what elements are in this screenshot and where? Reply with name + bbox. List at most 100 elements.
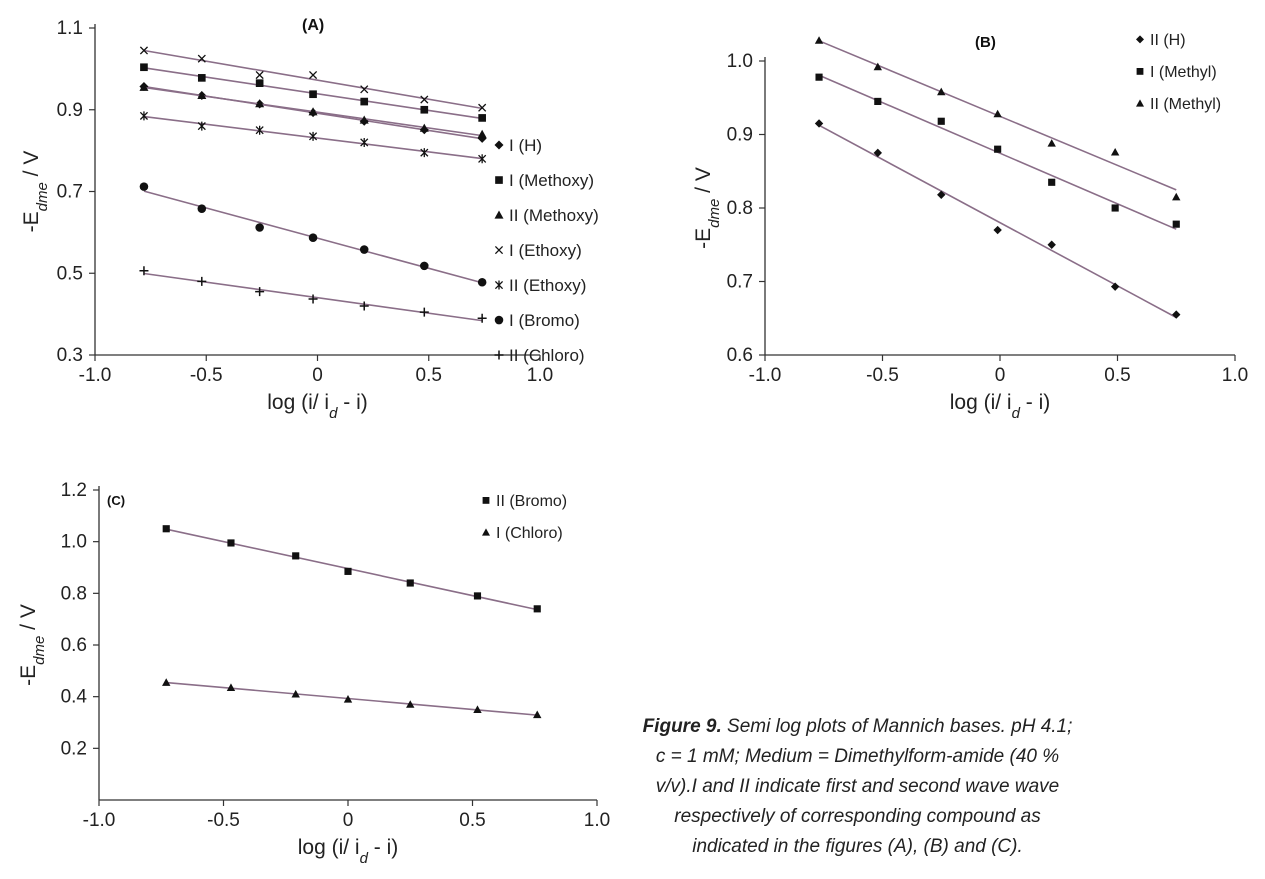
chart-c-data-point (226, 683, 236, 691)
chart-a-data-point (420, 261, 429, 271)
chart-a-data-point (419, 123, 429, 132)
chart-panel-c: -1.0 -0.5 0 0.5 1.0 0.2 0.4 0.6 0.8 1.0 1.2 (C) log … (0, 455, 640, 874)
chart-b-data-point (993, 109, 1002, 118)
chart-c-y-tick-label: 0.6 (61, 635, 87, 656)
chart-a-data-point (197, 74, 206, 82)
chart-c-legend: II (Bromo) I (Chloro) (482, 493, 567, 542)
chart-panel-b: -1.0 -0.5 0 0.5 1.0 0.6 0.7 0.8 0.9 1.0 (B) log (i/… (680, 0, 1265, 440)
chart-a-data-point (197, 90, 207, 100)
chart-a-x-tick-label: -1.0 (79, 365, 112, 386)
chart-a-data-point (308, 131, 318, 141)
chart-a-data-point (139, 111, 149, 121)
chart-c-data-point (533, 710, 542, 719)
chart-a-series-5 (139, 182, 487, 287)
chart-a-y-tick-label: 1.1 (57, 18, 83, 39)
chart-a-data-point (255, 79, 264, 88)
chart-b-data-point (993, 225, 1002, 235)
caption-label: Figure 9. (642, 716, 722, 737)
chart-a-y-label: -Edme / V (20, 151, 51, 233)
figure-caption: Figure 9. Semi log plots of Mannich base… (640, 712, 1075, 862)
chart-a-data-point (359, 115, 369, 124)
chart-c-data-point (473, 592, 482, 600)
chart-a-x-tick-label: 1.0 (527, 365, 553, 386)
chart-a-series-6 (139, 266, 487, 323)
chart-panel-a: -1.0 -0.5 0 0.5 1.0 0.3 0.5 0.7 0.9 1.1 (A) log (i/… (0, 0, 660, 440)
chart-a-series-4 (139, 111, 487, 164)
chart-a-legend-label: II (Ethoxy) (509, 276, 586, 295)
chart-a-y-tick-label: 0.3 (57, 345, 83, 366)
chart-b-x-tick-label: -0.5 (866, 365, 899, 386)
chart-c-y-tick-label: 1.2 (61, 480, 87, 501)
chart-c-title: (C) (107, 493, 125, 508)
chart-a-legend-marker (494, 315, 504, 325)
chart-b-y-tick-label: 0.7 (727, 272, 753, 293)
chart-b-data-point (937, 190, 946, 199)
chart-a-legend-marker (494, 350, 504, 360)
chart-b-y-tick-label: 0.6 (727, 345, 753, 366)
chart-a-data-point (360, 137, 369, 147)
chart-c-data-point (162, 678, 171, 686)
chart-a-title: (A) (302, 17, 324, 34)
chart-a-data-point (360, 85, 369, 94)
chart-a-data-point (308, 70, 318, 80)
chart-c-legend-label: II (Bromo) (496, 493, 567, 510)
chart-b-legend-marker (1136, 35, 1144, 44)
chart-a-legend-marker (494, 245, 504, 255)
chart-b-data-point (1172, 192, 1181, 201)
chart-a-data-point (140, 63, 148, 72)
chart-c-data-point (406, 700, 415, 708)
chart-b-data-point (814, 36, 824, 44)
chart-b-data-point (1111, 204, 1119, 212)
chart-b-x-tick-label: -1.0 (749, 365, 782, 386)
chart-c-y-tick-label: 0.2 (61, 738, 87, 759)
chart-a-legend-label: II (Methoxy) (509, 206, 599, 225)
chart-c-fit-line (166, 528, 538, 611)
chart-b-svg: -1.0 -0.5 0 0.5 1.0 0.6 0.7 0.8 0.9 1.0 (B) log (i/… (692, 32, 1248, 422)
chart-c-y-tick-label: 0.8 (61, 583, 87, 604)
chart-b-y-label: -Edme / V (692, 167, 723, 249)
chart-b-data-point (937, 87, 946, 96)
chart-c-data-point (291, 689, 300, 698)
chart-b-data-point (994, 145, 1002, 153)
chart-a-data-point (420, 105, 429, 114)
chart-b-series-1 (815, 73, 1180, 230)
chart-a-legend-label: I (Ethoxy) (509, 241, 582, 260)
chart-b-legend-label: II (Methyl) (1150, 96, 1221, 113)
chart-c-x-label: log (i/ id - i) (298, 836, 399, 867)
chart-c-y-label: -Edme / V (17, 604, 48, 686)
chart-c-y-tick-label: 1.0 (61, 532, 87, 553)
chart-a-data-point (420, 148, 429, 158)
chart-a-data-point (197, 276, 207, 286)
chart-a-data-point (139, 182, 149, 191)
chart-b-data-point (1047, 139, 1056, 147)
chart-b-legend-label: II (H) (1150, 32, 1186, 49)
chart-a-legend-marker (494, 140, 504, 150)
chart-b-data-point (1172, 220, 1180, 228)
chart-c-x-tick-label: 0.5 (459, 810, 485, 831)
chart-c-x-tick-label: 1.0 (584, 810, 610, 831)
chart-a-y-tick-label: 0.5 (57, 263, 83, 284)
chart-c-data-point (162, 525, 170, 533)
chart-a-y-tick-label: 0.9 (57, 100, 83, 121)
chart-b-series-2 (814, 36, 1181, 201)
chart-b-legend-marker (1136, 68, 1144, 75)
chart-a-data-point (139, 82, 149, 91)
chart-c-series-1 (162, 678, 542, 719)
chart-a-data-point (139, 46, 149, 55)
chart-a-x-tick-label: -0.5 (190, 365, 223, 386)
chart-a-data-point (359, 245, 369, 254)
chart-a-data-point (360, 97, 369, 106)
chart-c-data-point (533, 605, 541, 613)
chart-b-y-tick-label: 0.9 (727, 125, 753, 146)
chart-a-y-tick-label: 0.7 (57, 182, 83, 203)
chart-a-data-point (477, 277, 487, 287)
chart-a-data-point (309, 90, 317, 99)
chart-a-data-point (359, 301, 369, 311)
caption-text: Semi log plots of Mannich bases. pH 4.1;… (655, 716, 1073, 857)
chart-a-series-2 (139, 82, 487, 138)
chart-b-data-point (1047, 240, 1056, 249)
chart-a-series-1 (140, 63, 486, 122)
chart-a-legend-marker (494, 210, 504, 219)
chart-c-data-point (473, 705, 482, 713)
chart-a-legend-marker (494, 280, 504, 290)
